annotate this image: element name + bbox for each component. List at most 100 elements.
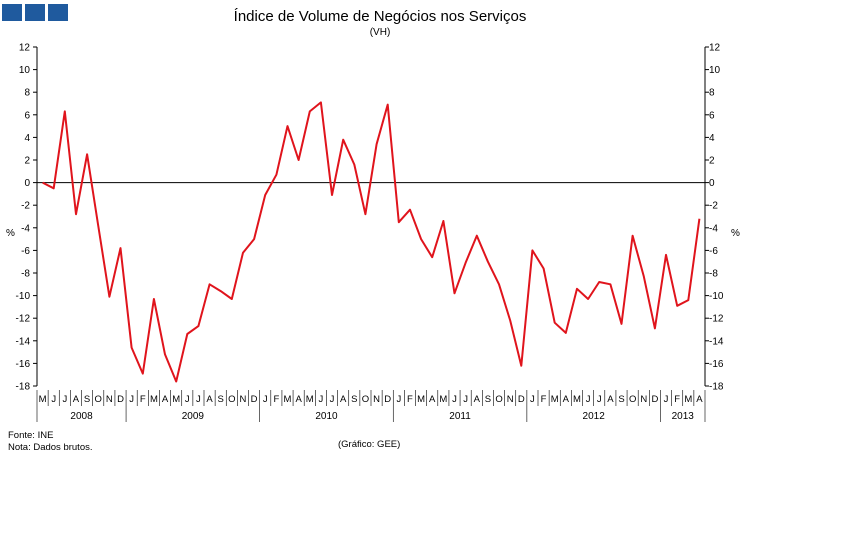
x-tick-label: M [417,394,425,405]
x-tick-label: J [129,394,134,405]
y-tick-label-left: -2 [21,201,30,212]
year-label: 2013 [672,411,695,422]
y-ticks-left: 12 10 8 6 4 2 0 -2 -4 -6 -8 -10 -12 -14 -16 -18 [16,43,37,393]
x-tick-label: J [196,394,201,405]
x-tick-label: A [563,394,570,405]
y-tick-label-left: 2 [24,156,30,167]
x-tick-label: N [640,394,647,405]
y-tick-label-right: -12 [709,314,724,325]
x-tick-label: D [518,394,525,405]
x-tick-label: O [362,394,369,405]
y-tick-label-right: 0 [709,178,715,189]
y-tick-label-left: 8 [24,88,30,99]
year-label: 2011 [449,411,471,422]
x-tick-label: S [351,394,357,405]
x-tick-label: S [618,394,624,405]
x-tick-label: M [150,394,158,405]
x-tick-label: O [95,394,102,405]
y-tick-label-right: -10 [709,291,724,302]
y-tick-label-right: -16 [709,359,724,370]
y-tick-label-left: 0 [24,178,30,189]
x-tick-label: A [162,394,169,405]
year-label: 2009 [182,411,205,422]
y-tick-label-left: -18 [16,382,31,393]
x-tick-label: N [106,394,113,405]
x-tick-label: F [140,394,146,405]
x-tick-label: S [218,394,224,405]
x-tick-label: J [185,394,190,405]
x-tick-label: M [551,394,559,405]
x-tick-label: J [597,394,602,405]
x-tick-label: M [172,394,180,405]
x-tick-label: M [573,394,581,405]
x-tick-label: A [607,394,614,405]
footer-credit: (Gráfico: GEE) [338,439,400,450]
x-tick-label: O [228,394,235,405]
series-line [42,101,701,383]
y-tick-label-right: -14 [709,336,724,347]
series-layer [42,101,701,383]
x-tick-label: N [373,394,380,405]
x-tick-label: A [73,394,80,405]
y-axis-label-right: % [731,228,740,239]
x-tick-label: N [507,394,514,405]
x-tick-label: O [495,394,502,405]
x-tick-label: D [384,394,391,405]
ine-logo [2,4,68,21]
y-tick-label-left: -16 [16,359,31,370]
x-tick-label: J [530,394,535,405]
footer-note: Nota: Dados brutos. [8,442,93,453]
y-tick-label-right: -6 [709,246,718,257]
x-tick-label: J [319,394,324,405]
chart-subtitle: (VH) [370,27,391,38]
x-tick-label: N [240,394,247,405]
x-tick-label: J [396,394,401,405]
x-tick-label: S [485,394,491,405]
chart-title: Índice de Volume de Negócios nos Serviço… [234,8,527,25]
logo-square-1 [2,4,22,21]
x-tick-label: M [284,394,292,405]
x-tick-label: A [295,394,302,405]
x-tick-label: J [463,394,468,405]
y-ticks-right: 12 10 8 6 4 2 0 -2 -4 -6 -8 -10 -12 -14 -16 -18 [705,43,724,393]
y-tick-label-right: 2 [709,156,715,167]
x-tick-label: O [629,394,636,405]
x-tick-label: J [62,394,67,405]
x-tick-label: J [452,394,457,405]
x-tick-label: D [117,394,124,405]
x-tick-label: A [696,394,703,405]
y-tick-label-right: 10 [709,65,721,76]
y-tick-label-right: -2 [709,201,718,212]
y-tick-label-left: -12 [16,314,31,325]
x-tick-label: J [51,394,56,405]
x-tick-label: M [684,394,692,405]
y-tick-label-right: 6 [709,110,715,121]
footer-source: Fonte: INE [8,430,53,441]
year-label: 2008 [70,411,93,422]
x-tick-label: M [39,394,47,405]
y-tick-label-right: -18 [709,382,724,393]
x-tick-label: F [674,394,680,405]
y-tick-label-right: -4 [709,223,718,234]
x-tick-label: F [273,394,279,405]
y-tick-label-right: -8 [709,269,718,280]
y-tick-label-left: 12 [19,43,31,54]
y-tick-label-left: -10 [16,291,31,302]
year-label: 2012 [583,411,606,422]
x-tick-label: J [330,394,335,405]
y-tick-label-right: 4 [709,133,715,144]
x-tick-label: F [541,394,547,405]
y-tick-label-left: -14 [16,336,31,347]
y-tick-label-left: -8 [21,269,30,280]
y-tick-label-right: 12 [709,43,721,54]
y-tick-label-left: 10 [19,65,31,76]
logo-square-3 [48,4,68,21]
logo-square-2 [25,4,45,21]
y-axis-label-left: % [6,228,15,239]
x-tick-label: J [664,394,669,405]
y-tick-label-left: -4 [21,223,30,234]
x-tick-label: D [251,394,258,405]
year-label: 2010 [315,411,338,422]
